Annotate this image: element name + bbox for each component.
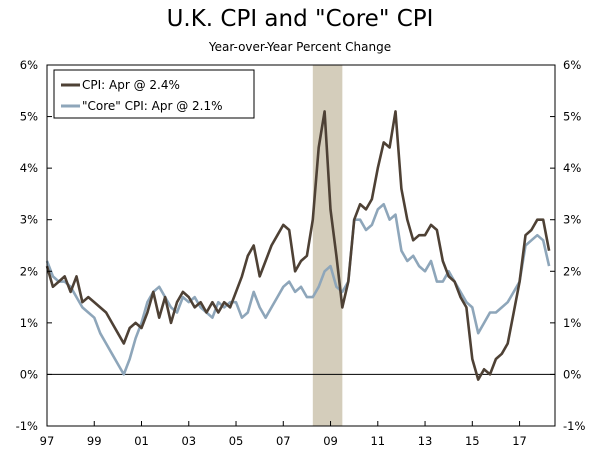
plot-frame <box>46 64 556 427</box>
recession-band <box>312 65 343 426</box>
y-tick-label-left: 2% <box>20 264 38 278</box>
y-tick-label-left: 1% <box>20 316 38 330</box>
y-tick-label-left: 3% <box>20 213 38 227</box>
y-tick-label-right: 6% <box>563 58 581 72</box>
x-tick-label: 17 <box>512 434 527 448</box>
recession-layer <box>312 65 343 426</box>
y-tick-label-left: 6% <box>20 58 38 72</box>
x-tick-label: 97 <box>40 434 55 448</box>
x-tick-label: 07 <box>276 434 291 448</box>
y-tick-label-right: 3% <box>563 213 581 227</box>
x-tick-labels: 97 99 01 03 05 07 09 11 13 15 17 <box>40 421 527 448</box>
y-tick-label-right: 1% <box>563 316 581 330</box>
legend-box <box>53 69 255 119</box>
y-tick-label-right: 4% <box>563 161 581 175</box>
y-tick-label-left: 4% <box>20 161 38 175</box>
x-tick-label: 15 <box>465 434 480 448</box>
legend: CPI: Apr @ 2.4% "Core" CPI: Apr @ 2.1% <box>53 69 255 119</box>
series-line-core-cpi <box>45 202 551 376</box>
y-tick-label-left: 0% <box>20 367 38 381</box>
y-tick-label-right: 2% <box>563 264 581 278</box>
y-tick-label-right: 0% <box>563 367 581 381</box>
y-tick-label-left: 5% <box>20 110 38 124</box>
series-line-cpi <box>45 110 551 381</box>
series-layer <box>45 110 551 381</box>
x-tick-label: 99 <box>87 434 102 448</box>
y-tick-label-left: -1% <box>16 419 38 433</box>
chart-title: U.K. CPI and "Core" CPI <box>166 6 434 32</box>
x-tick-label: 13 <box>418 434 433 448</box>
legend-label-cpi: CPI: Apr @ 2.4% <box>82 78 180 92</box>
y-tick-label-right: 5% <box>563 110 581 124</box>
y-tick-labels-left: 6% 5% 4% 3% 2% 1% 0% -1% <box>16 58 52 433</box>
y-tick-label-right: -1% <box>563 419 585 433</box>
x-tick-label: 05 <box>229 434 244 448</box>
x-tick-label: 03 <box>181 434 196 448</box>
chart-subtitle: Year-over-Year Percent Change <box>208 40 392 54</box>
x-tick-label: 01 <box>134 434 149 448</box>
legend-label-core-cpi: "Core" CPI: Apr @ 2.1% <box>82 99 223 113</box>
x-tick-label: 09 <box>323 434 338 448</box>
x-tick-label: 11 <box>370 434 385 448</box>
y-tick-labels-right: 6% 5% 4% 3% 2% 1% 0% -1% <box>550 58 585 433</box>
